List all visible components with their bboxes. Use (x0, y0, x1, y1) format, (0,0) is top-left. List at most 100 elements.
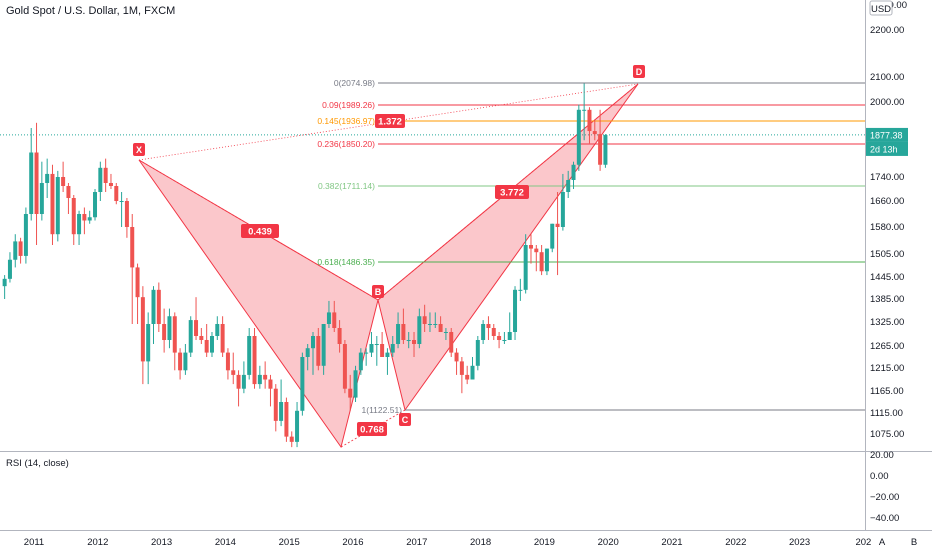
candle[interactable] (162, 308, 167, 353)
candle[interactable] (82, 207, 87, 235)
candle[interactable] (279, 379, 284, 427)
candle[interactable] (380, 332, 385, 357)
candle[interactable] (135, 263, 140, 324)
log-scale-button[interactable]: B (911, 537, 917, 548)
candle[interactable] (598, 109, 603, 171)
candle[interactable] (603, 134, 608, 168)
candle[interactable] (87, 210, 92, 224)
candle[interactable] (268, 374, 273, 407)
pattern-point-c[interactable]: C (399, 413, 411, 426)
pattern-point-b[interactable]: B (372, 285, 384, 298)
candle[interactable] (587, 107, 592, 144)
candle[interactable] (225, 348, 230, 380)
candle[interactable] (422, 304, 427, 332)
candle[interactable] (295, 402, 300, 448)
candle[interactable] (220, 316, 225, 357)
candle[interactable] (385, 348, 390, 375)
candle[interactable] (124, 198, 129, 238)
candle[interactable] (305, 344, 310, 371)
candle[interactable] (231, 352, 236, 385)
candle[interactable] (119, 192, 124, 227)
candle[interactable] (289, 431, 294, 448)
candle[interactable] (539, 245, 544, 276)
candle[interactable] (406, 332, 411, 349)
candle[interactable] (396, 312, 401, 349)
candle[interactable] (156, 282, 161, 333)
rsi-axis[interactable]: 20.00 0.00 −20.00 −40.00 (870, 450, 899, 524)
candle[interactable] (571, 161, 576, 189)
pattern-point-x[interactable]: X (133, 143, 145, 156)
candle[interactable] (194, 297, 199, 340)
candle[interactable] (481, 320, 486, 344)
candle[interactable] (34, 122, 39, 245)
candle[interactable] (39, 161, 44, 221)
candle[interactable] (71, 195, 76, 245)
candle[interactable] (491, 324, 496, 340)
candle[interactable] (241, 361, 246, 394)
candle[interactable] (433, 312, 438, 328)
harmonic-pattern[interactable] (138, 83, 639, 449)
candle[interactable] (146, 312, 151, 385)
candle[interactable] (29, 128, 34, 221)
price-axis[interactable]: 2,300.002200.002100.002000.001740.001660… (870, 0, 907, 440)
fib-level[interactable]: 0.618(1486.35) (317, 257, 865, 267)
candle[interactable] (337, 320, 342, 353)
candle[interactable] (412, 332, 417, 357)
candle[interactable] (374, 336, 379, 366)
candle[interactable] (332, 300, 337, 332)
pattern-ratio-label[interactable]: 3.772 (495, 185, 529, 199)
candle[interactable] (528, 234, 533, 264)
candles[interactable] (2, 83, 608, 448)
candle[interactable] (316, 328, 321, 371)
candle[interactable] (449, 328, 454, 357)
fib-level[interactable]: 0.236(1850.20) (317, 139, 865, 149)
candle[interactable] (18, 237, 23, 264)
candle[interactable] (199, 328, 204, 344)
candle[interactable] (438, 316, 443, 332)
currency-box[interactable] (869, 0, 893, 16)
candle[interactable] (502, 332, 507, 344)
candle[interactable] (209, 332, 214, 357)
candle[interactable] (140, 286, 145, 385)
candle[interactable] (215, 316, 220, 340)
candle[interactable] (273, 384, 278, 432)
candle[interactable] (263, 361, 268, 389)
candle[interactable] (172, 312, 177, 371)
candle[interactable] (50, 164, 55, 245)
candle[interactable] (560, 173, 565, 231)
candle[interactable] (103, 158, 108, 192)
candle[interactable] (183, 344, 188, 375)
candle[interactable] (13, 234, 18, 268)
candle[interactable] (427, 312, 432, 332)
candle[interactable] (513, 286, 518, 340)
auto-scale-button[interactable]: A (879, 537, 886, 548)
pattern-ratio-label[interactable]: 0.439 (241, 224, 279, 238)
xab-triangle[interactable] (138, 159, 379, 449)
candle[interactable] (321, 324, 326, 375)
candle[interactable] (77, 210, 82, 245)
candle[interactable] (98, 161, 103, 201)
candle[interactable] (550, 223, 555, 253)
fib-level[interactable]: 0.09(1989.26) (322, 100, 865, 110)
candle[interactable] (555, 192, 560, 276)
candle[interactable] (353, 365, 358, 402)
bcd-triangle[interactable] (377, 83, 639, 412)
candle[interactable] (257, 365, 262, 389)
candle[interactable] (2, 275, 7, 299)
pattern-ratio-label[interactable]: 0.768 (357, 422, 387, 436)
candle[interactable] (390, 336, 395, 357)
candle[interactable] (167, 308, 172, 349)
candle[interactable] (348, 374, 353, 411)
candle[interactable] (470, 357, 475, 380)
candle[interactable] (188, 316, 193, 357)
candle[interactable] (465, 365, 470, 385)
candle[interactable] (55, 170, 60, 242)
candle[interactable] (592, 120, 597, 141)
fib-level[interactable]: 0.382(1711.14) (318, 181, 865, 191)
candle[interactable] (7, 252, 12, 283)
candle[interactable] (523, 234, 528, 294)
candle[interactable] (114, 183, 119, 205)
candle[interactable] (23, 207, 28, 264)
pattern-point-d[interactable]: D (633, 65, 645, 78)
